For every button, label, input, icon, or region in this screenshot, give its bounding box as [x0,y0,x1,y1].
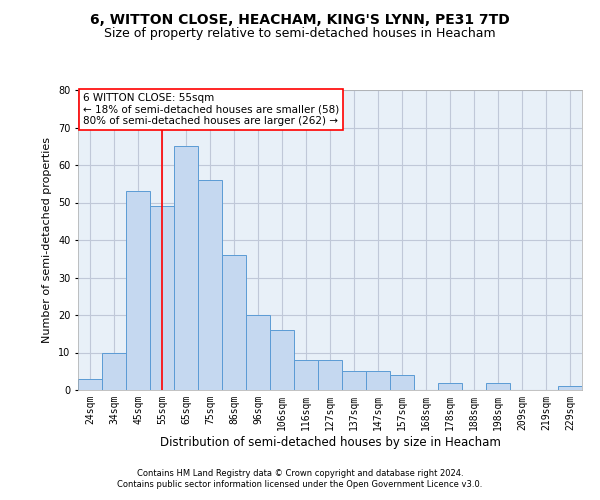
Bar [486,382,510,390]
Bar [222,255,246,390]
Text: Contains public sector information licensed under the Open Government Licence v3: Contains public sector information licen… [118,480,482,489]
Text: 6 WITTON CLOSE: 55sqm
← 18% of semi-detached houses are smaller (58)
80% of semi: 6 WITTON CLOSE: 55sqm ← 18% of semi-deta… [83,93,339,126]
Bar [318,360,342,390]
Bar [390,375,414,390]
Text: 6, WITTON CLOSE, HEACHAM, KING'S LYNN, PE31 7TD: 6, WITTON CLOSE, HEACHAM, KING'S LYNN, P… [90,12,510,26]
Bar [126,191,150,390]
Text: Contains HM Land Registry data © Crown copyright and database right 2024.: Contains HM Land Registry data © Crown c… [137,468,463,477]
Y-axis label: Number of semi-detached properties: Number of semi-detached properties [43,137,52,343]
Bar [150,206,174,390]
Bar [558,386,582,390]
Bar [294,360,318,390]
Bar [102,352,126,390]
X-axis label: Distribution of semi-detached houses by size in Heacham: Distribution of semi-detached houses by … [160,436,500,448]
Bar [246,315,270,390]
Bar [366,371,390,390]
Bar [270,330,294,390]
Bar [78,379,102,390]
Bar [174,146,198,390]
Bar [342,371,366,390]
Bar [198,180,222,390]
Text: Size of property relative to semi-detached houses in Heacham: Size of property relative to semi-detach… [104,28,496,40]
Bar [438,382,462,390]
